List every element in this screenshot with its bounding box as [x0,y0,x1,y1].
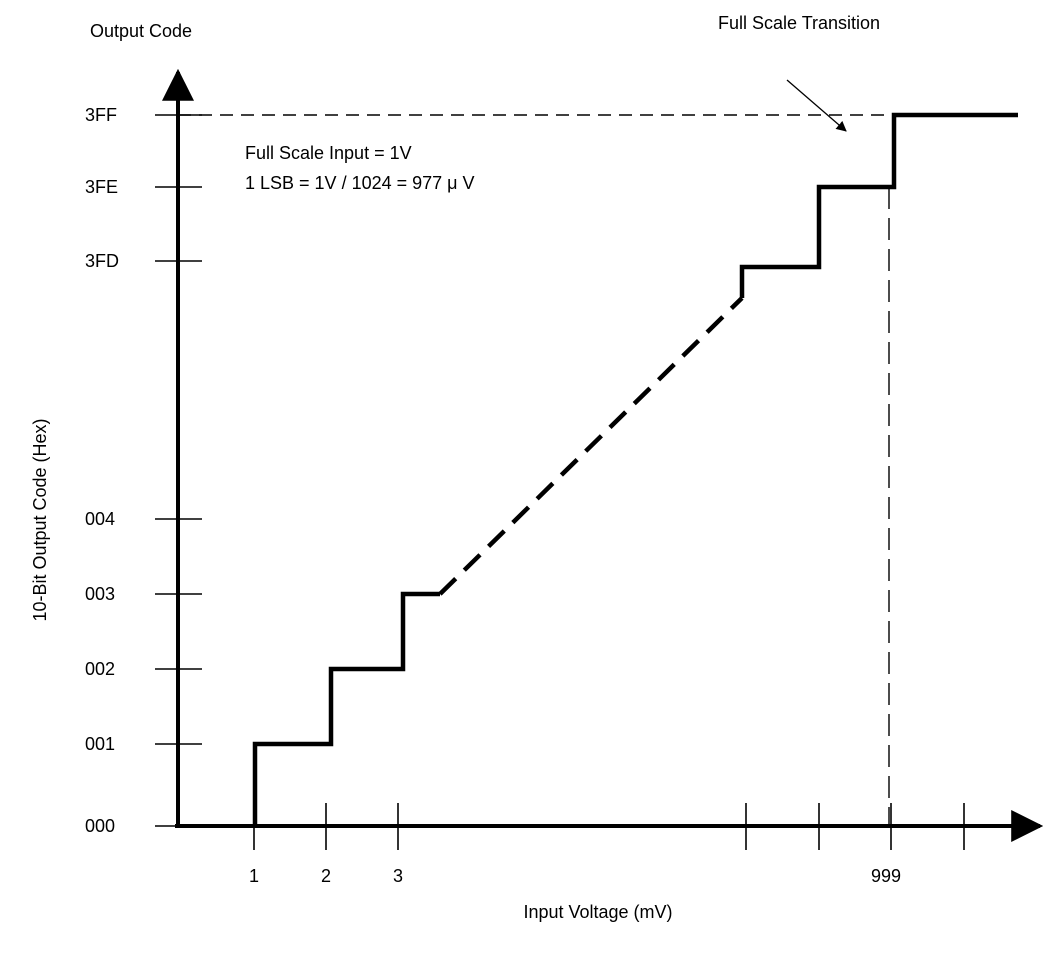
x-tick-label: 1 [249,866,259,886]
y-tick-label: 3FD [85,251,119,271]
y-axis-label: 10-Bit Output Code (Hex) [30,418,50,621]
transfer-curve-lower-steps [252,591,440,826]
full-scale-transition-label: Full Scale Transition [718,13,880,33]
x-ticks [253,803,965,850]
x-tick-label: 999 [871,866,901,886]
transfer-curve-dashed-segment [438,296,744,596]
x-axis-label: Input Voltage (mV) [523,902,672,922]
y-tick-label: 3FF [85,105,117,125]
y-tick-label: 3FE [85,177,118,197]
x-tick-label: 3 [393,866,403,886]
x-tick-labels: 1 2 3 999 [249,866,901,886]
transition-pointer-arrow [786,79,847,132]
lsb-note: 1 LSB = 1V / 1024 = 977 μ V [245,173,475,193]
y-tick-label: 000 [85,816,115,836]
y-tick-label: 002 [85,659,115,679]
y-tick-labels: 000 001 002 003 004 3FD 3FE 3FF [85,105,119,836]
transfer-curve-upper-steps [739,112,1018,298]
y-axis-header: Output Code [90,21,192,41]
y-tick-label: 003 [85,584,115,604]
x-tick-label: 2 [321,866,331,886]
y-ticks [155,114,202,827]
full-scale-input-note: Full Scale Input = 1V [245,143,412,163]
y-tick-label: 004 [85,509,115,529]
y-tick-label: 001 [85,734,115,754]
